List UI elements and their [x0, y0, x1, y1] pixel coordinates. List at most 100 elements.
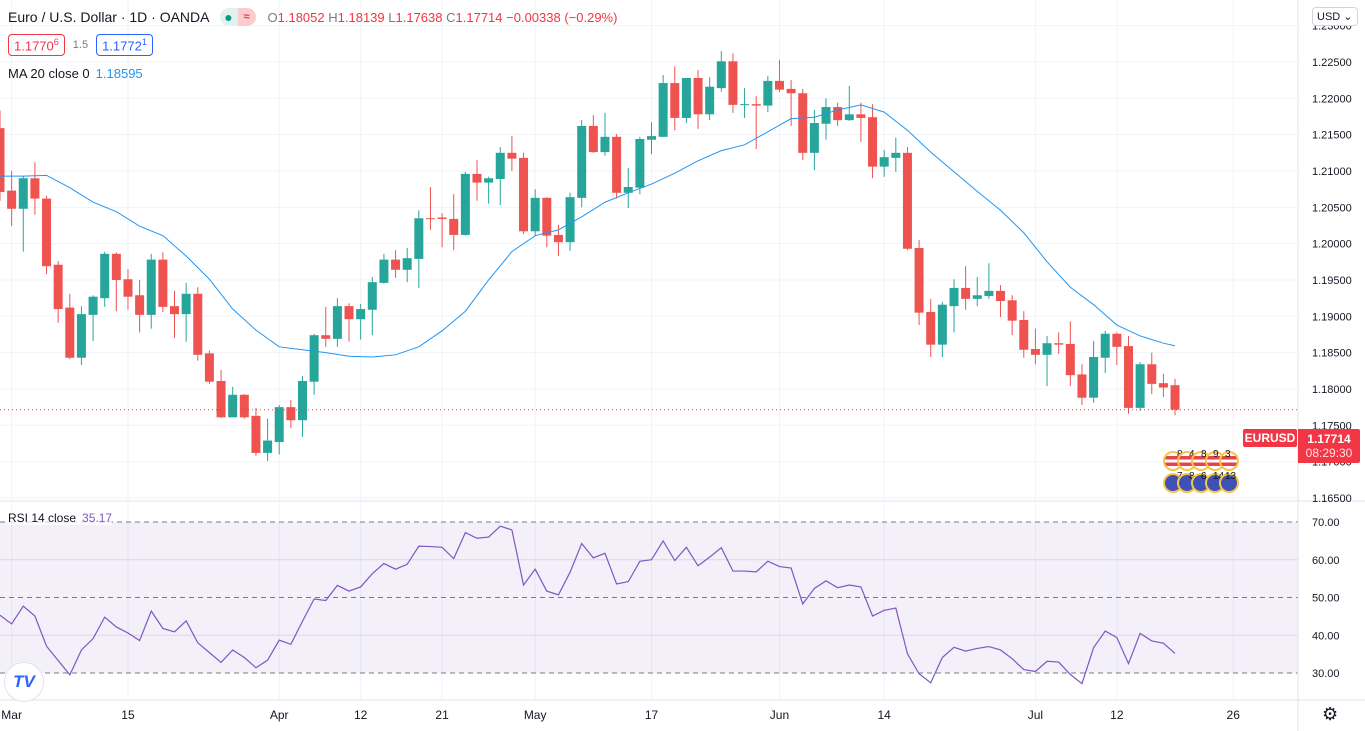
candle — [1007, 295, 1017, 336]
ma-legend-label: MA 20 close 0 — [8, 66, 90, 81]
candle — [1042, 335, 1052, 387]
candle — [1030, 328, 1040, 365]
candle-body — [309, 335, 319, 382]
candle — [414, 210, 424, 288]
price-tick-label: 1.19000 — [1312, 311, 1352, 323]
ma20-line — [0, 104, 1176, 358]
symbol-title[interactable]: Euro / U.S. Dollar · 1D · OANDA — [8, 9, 210, 25]
eu-events-row[interactable]: 7861413 — [1163, 471, 1239, 495]
candle — [902, 147, 912, 251]
candle-body — [76, 314, 86, 358]
candle-body — [437, 217, 447, 219]
candle-body — [716, 61, 726, 89]
rsi-tick-label: 40.00 — [1312, 630, 1340, 642]
sell-button[interactable]: 1.17706 — [8, 34, 65, 57]
gear-icon[interactable]: ⚙ — [1322, 704, 1339, 724]
candle — [286, 399, 296, 429]
candle-body — [577, 125, 587, 198]
us-events-row[interactable]: 84893 — [1163, 449, 1239, 473]
buy-button[interactable]: 1.17721 — [96, 34, 153, 57]
candle-body — [146, 259, 156, 315]
candle-body — [658, 83, 668, 137]
candle — [321, 306, 331, 347]
candle-body — [158, 259, 168, 307]
candle-body — [763, 80, 773, 106]
candle — [774, 59, 784, 92]
candle — [879, 149, 889, 177]
close-label: C — [446, 9, 456, 25]
ohlc-values: O1.18052 H1.18139 L1.17638 C1.17714 −0.0… — [268, 10, 618, 25]
candle-body — [530, 197, 540, 232]
candle — [542, 197, 552, 248]
candle — [449, 194, 459, 251]
candle — [681, 77, 691, 124]
candle-body — [495, 152, 505, 179]
price-tick-label: 1.21500 — [1312, 130, 1352, 142]
candle — [972, 277, 982, 307]
candle-body — [414, 218, 424, 259]
candle-body — [1019, 319, 1029, 350]
candle-body — [100, 253, 110, 299]
candle-body — [740, 104, 750, 106]
candle-body — [553, 234, 563, 243]
candle-body — [402, 258, 412, 270]
event-count: 9 — [1213, 449, 1219, 460]
candle-body — [425, 218, 435, 220]
status-pill[interactable]: ● ≈ — [219, 8, 256, 26]
economic-events[interactable]: 84893 7861413 — [1163, 449, 1239, 495]
rsi-legend-value: 35.17 — [82, 511, 113, 525]
candle-body — [879, 157, 889, 167]
candle-body — [391, 259, 401, 270]
candle-body — [1100, 333, 1110, 358]
time-tick-label: Jun — [770, 708, 789, 722]
candle-body — [263, 440, 273, 453]
candle-body — [1135, 364, 1145, 408]
rsi-legend[interactable]: RSI 14 close 35.17 — [8, 511, 113, 525]
candle — [425, 186, 435, 230]
candle-body — [751, 104, 761, 106]
us-event-icon[interactable] — [1219, 451, 1239, 471]
time-tick-label: 17 — [645, 708, 659, 722]
candle — [623, 168, 633, 209]
candle — [158, 252, 168, 312]
candle-body — [332, 306, 342, 339]
open-label: O — [267, 9, 278, 25]
rsi-tick-label: 70.00 — [1312, 517, 1340, 529]
trade-buttons: 1.17706 1.5 1.17721 — [8, 34, 153, 57]
candle-body — [565, 197, 575, 243]
eu-event-icon[interactable] — [1219, 473, 1239, 493]
candle-body — [588, 125, 598, 153]
candle — [170, 290, 180, 339]
candle — [926, 298, 936, 357]
event-count: 14 — [1213, 471, 1225, 482]
candle — [949, 279, 959, 333]
candle — [751, 96, 761, 150]
candle-body — [623, 186, 633, 193]
ma-legend[interactable]: MA 20 close 0 1.18595 — [8, 66, 143, 81]
candle-body — [216, 380, 226, 418]
time-tick-label: 12 — [1110, 708, 1124, 722]
price-tick-label: 1.22000 — [1312, 93, 1352, 105]
candle-body — [460, 173, 470, 235]
candle-body — [123, 279, 133, 297]
candle — [1123, 335, 1133, 414]
candle-body — [251, 415, 261, 453]
candle-body — [181, 293, 191, 315]
candle-body — [1147, 364, 1157, 384]
candle — [1089, 341, 1099, 403]
last-price-value: 1.17714 — [1307, 432, 1351, 446]
candle — [228, 386, 238, 418]
candle-body — [1030, 349, 1040, 355]
candle — [193, 287, 203, 361]
currency-button[interactable]: USD ⌄ — [1312, 7, 1358, 26]
rsi-legend-label: RSI 14 close — [8, 511, 77, 525]
delayed-data-icon: ≈ — [237, 8, 256, 26]
tradingview-logo[interactable]: TV — [4, 662, 44, 702]
candle — [484, 176, 494, 204]
market-open-icon: ● — [219, 8, 238, 26]
buy-price: 1.1772 — [102, 38, 142, 54]
time-tick-label: Jul — [1028, 708, 1043, 722]
candle — [844, 85, 854, 121]
candle — [402, 248, 412, 283]
